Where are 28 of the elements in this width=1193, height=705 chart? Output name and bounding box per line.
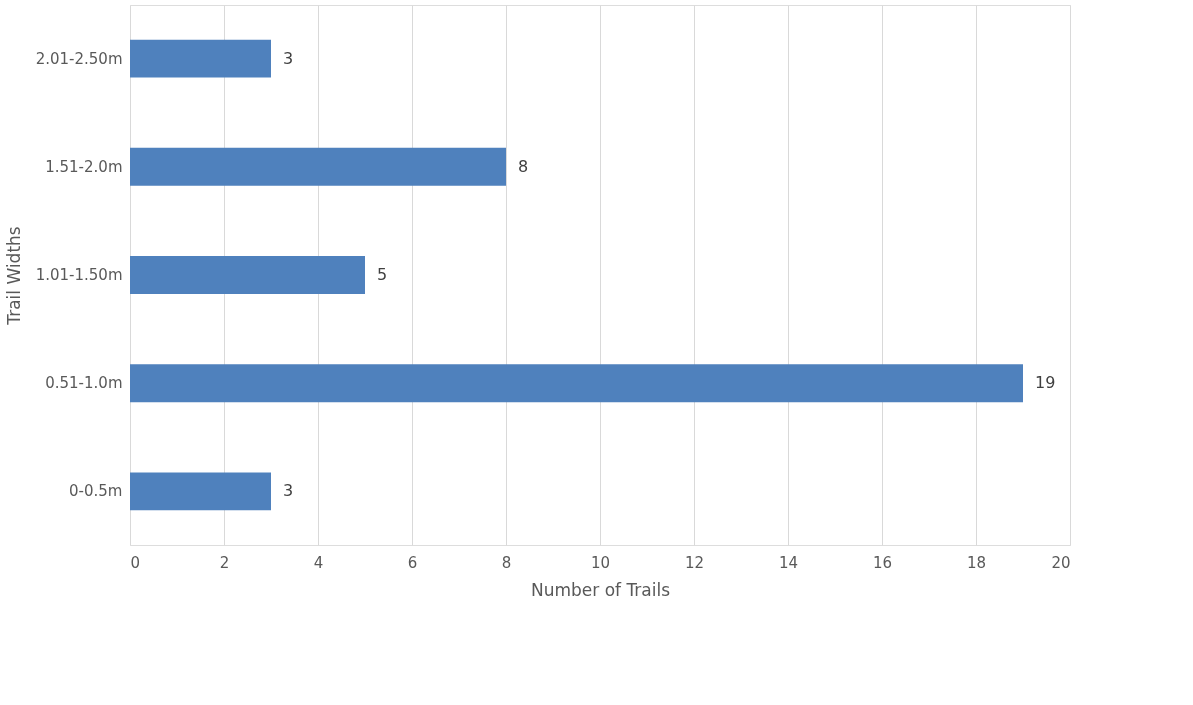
x-tick-label: 14 [778,553,799,572]
data-label: 5 [377,265,388,284]
bar [130,147,506,186]
y-tick-label: 2.01-2.50m [35,49,123,68]
x-tick-label: 0 [130,553,141,572]
x-axis-title: Number of Trails [530,579,671,600]
x-tick-label: 20 [1051,553,1071,572]
y-tick-label: 1.51-2.0m [45,157,123,176]
data-label: 3 [283,481,294,501]
x-tick-label: 6 [407,553,418,572]
x-tick-label: 8 [501,553,512,572]
data-label: 3 [283,48,294,68]
data-label: 19 [1035,373,1056,393]
bar [130,364,1023,403]
y-tick-label: 1.01-1.50m [35,266,123,284]
bar [130,472,271,511]
x-tick-label: 4 [313,553,324,572]
x-tick-label: 2 [219,553,230,572]
x-tick-label: 16 [872,553,893,572]
x-tick-label: 12 [684,553,705,572]
x-tick-label: 10 [590,553,611,572]
y-tick-label: 0-0.5m [69,482,123,501]
y-tick-label: 0.51-1.0m [45,374,123,393]
y-axis-title: Trail Widths [3,226,24,326]
bar [130,256,365,294]
x-tick-label: 18 [966,553,987,572]
bar [130,39,271,78]
data-label: 8 [518,156,529,176]
